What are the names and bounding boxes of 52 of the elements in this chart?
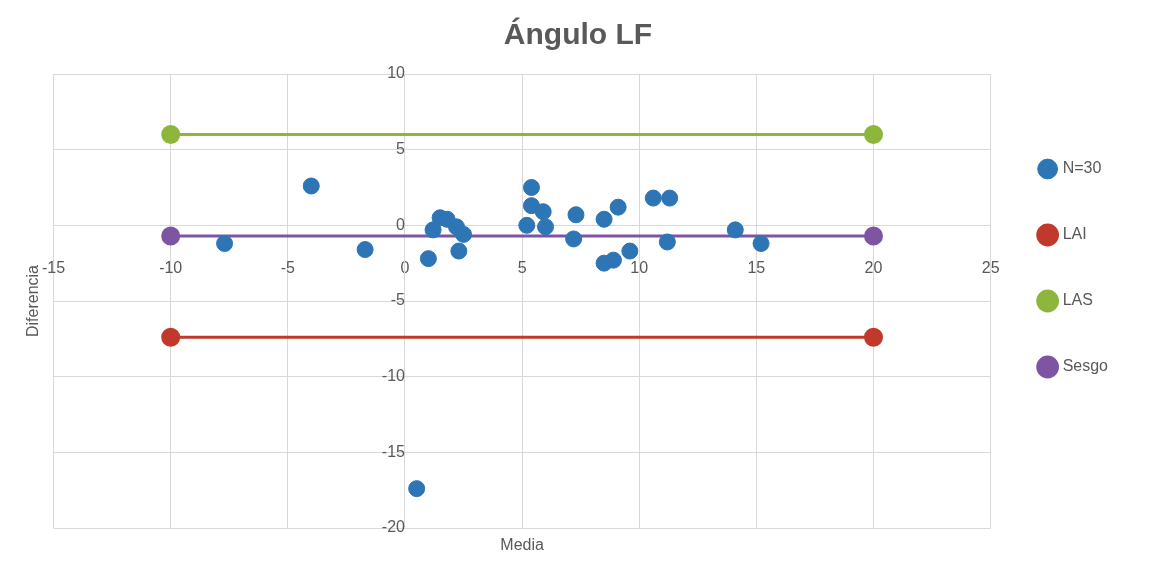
x-axis-title: Media bbox=[500, 536, 544, 554]
point bbox=[455, 225, 473, 243]
x-tick-label: 25 bbox=[981, 259, 1000, 277]
point bbox=[302, 177, 320, 195]
point bbox=[595, 210, 613, 228]
x-tick-label: -5 bbox=[280, 259, 296, 277]
y-tick-label: 5 bbox=[396, 140, 406, 158]
point bbox=[726, 221, 744, 239]
point bbox=[752, 234, 770, 252]
y-tick-label: -5 bbox=[390, 291, 406, 309]
y-tick-label: 0 bbox=[396, 215, 406, 233]
point bbox=[522, 197, 540, 215]
y-tick-label: -10 bbox=[381, 367, 406, 385]
point bbox=[621, 242, 639, 260]
x-tick-label: -15 bbox=[42, 259, 66, 277]
point bbox=[644, 189, 662, 207]
point bbox=[424, 221, 442, 239]
x-tick-label: 15 bbox=[747, 259, 766, 277]
point bbox=[864, 125, 883, 145]
point bbox=[161, 125, 181, 145]
point bbox=[161, 327, 181, 347]
point bbox=[565, 230, 583, 248]
x-tick-label: 5 bbox=[517, 259, 527, 277]
point bbox=[864, 327, 883, 347]
point bbox=[450, 242, 468, 260]
y-tick-label: -20 bbox=[381, 518, 406, 536]
y-axis-title: Diferencia bbox=[23, 264, 41, 338]
chart-title: Ángulo LF bbox=[503, 17, 653, 51]
point bbox=[419, 250, 437, 268]
point bbox=[161, 226, 181, 246]
point bbox=[609, 198, 627, 216]
point bbox=[522, 179, 540, 196]
point bbox=[356, 241, 374, 259]
x-tick-label: 20 bbox=[864, 259, 883, 277]
point bbox=[661, 189, 679, 207]
y-tick-label: 10 bbox=[387, 64, 406, 82]
point bbox=[567, 206, 585, 224]
legend-label: LAS bbox=[1062, 291, 1093, 309]
point bbox=[518, 216, 536, 234]
legend-label: N=30 bbox=[1062, 159, 1102, 177]
point bbox=[216, 234, 234, 252]
point bbox=[604, 251, 622, 269]
point bbox=[537, 218, 555, 236]
point bbox=[658, 233, 676, 251]
legend-label: Sesgo bbox=[1062, 357, 1109, 375]
x-tick-label: 10 bbox=[630, 259, 649, 277]
y-tick-label: -15 bbox=[381, 442, 406, 460]
point bbox=[864, 226, 883, 246]
point bbox=[534, 203, 552, 221]
x-tick-label: -10 bbox=[159, 259, 183, 277]
point bbox=[408, 480, 426, 498]
legend-label: LAI bbox=[1062, 225, 1087, 243]
